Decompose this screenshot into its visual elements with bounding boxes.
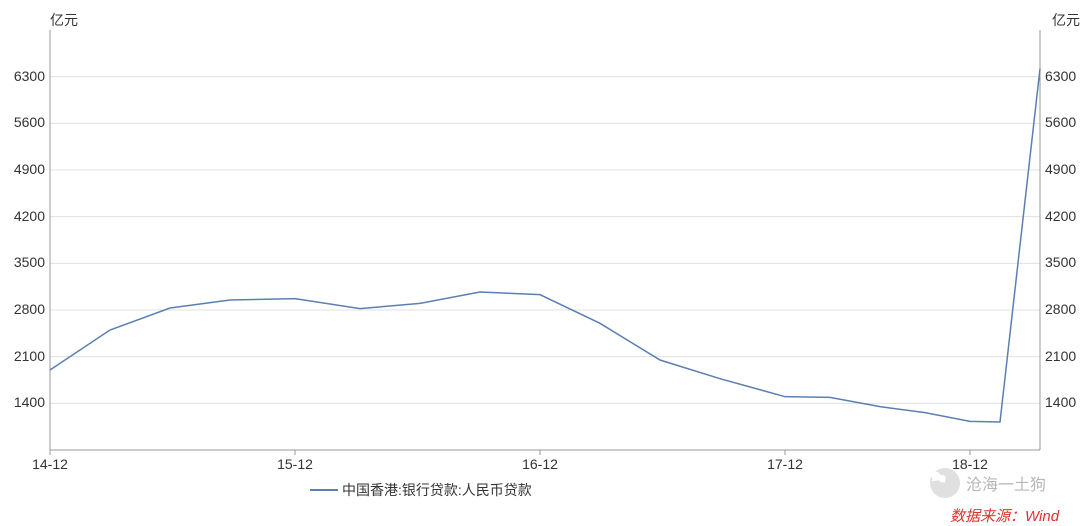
y-tick-label-left: 4900	[5, 161, 45, 177]
wechat-icon	[930, 468, 960, 498]
x-tick-label: 15-12	[277, 456, 313, 472]
watermark-text: 沧海一土狗	[966, 471, 1046, 495]
chart-container: 亿元 亿元 1400 2100 2800 3500 4200 4900 5600 6300 1…	[0, 0, 1080, 525]
watermark: 沧海一土狗	[930, 468, 1046, 498]
y-tick-label-right: 6300	[1045, 68, 1080, 84]
y-tick-label-right: 4900	[1045, 161, 1080, 177]
x-tick-label: 16-12	[522, 456, 558, 472]
y-tick-label-right: 5600	[1045, 114, 1080, 130]
legend-line	[310, 489, 338, 491]
y-tick-label-left: 2800	[5, 301, 45, 317]
y-tick-label-left: 4200	[5, 208, 45, 224]
y-tick-label-right: 4200	[1045, 208, 1080, 224]
y-tick-label-left: 3500	[5, 254, 45, 270]
source-text: 数据来源：Wind	[950, 505, 1059, 526]
x-tick-label: 14-12	[32, 456, 68, 472]
legend: 中国香港:银行贷款:人民币贷款	[310, 480, 532, 500]
y-tick-label-right: 1400	[1045, 394, 1080, 410]
y-axis-title-left: 亿元	[50, 10, 78, 30]
y-tick-label-left: 6300	[5, 68, 45, 84]
y-tick-label-right: 2800	[1045, 301, 1080, 317]
legend-label: 中国香港:银行贷款:人民币贷款	[342, 480, 532, 500]
y-tick-label-left: 2100	[5, 348, 45, 364]
y-tick-label-left: 5600	[5, 114, 45, 130]
chart-svg	[0, 0, 1080, 525]
y-tick-label-right: 3500	[1045, 254, 1080, 270]
x-tick-label: 17-12	[767, 456, 803, 472]
y-tick-label-right: 2100	[1045, 348, 1080, 364]
y-axis-title-right: 亿元	[1052, 10, 1080, 30]
y-tick-label-left: 1400	[5, 394, 45, 410]
